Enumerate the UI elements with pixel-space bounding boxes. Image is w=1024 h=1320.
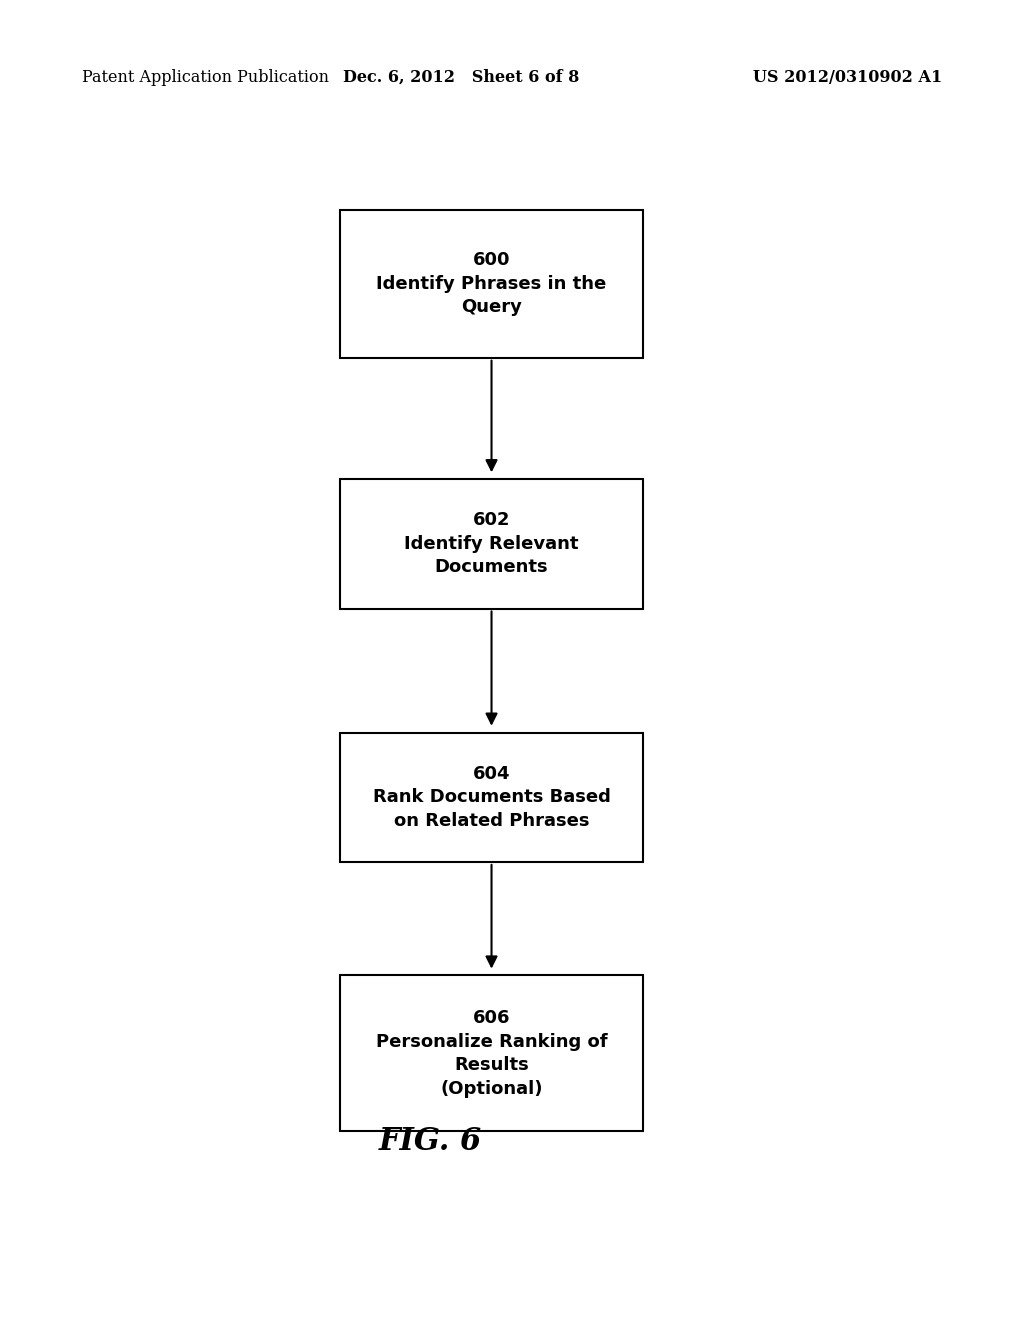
Text: Patent Application Publication: Patent Application Publication: [82, 69, 329, 86]
Text: 600
Identify Phrases in the
Query: 600 Identify Phrases in the Query: [377, 251, 606, 317]
Text: 606
Personalize Ranking of
Results
(Optional): 606 Personalize Ranking of Results (Opti…: [376, 1008, 607, 1098]
FancyBboxPatch shape: [340, 733, 643, 862]
FancyBboxPatch shape: [340, 975, 643, 1131]
FancyBboxPatch shape: [340, 210, 643, 358]
Text: 604
Rank Documents Based
on Related Phrases: 604 Rank Documents Based on Related Phra…: [373, 764, 610, 830]
Text: Dec. 6, 2012   Sheet 6 of 8: Dec. 6, 2012 Sheet 6 of 8: [343, 69, 579, 86]
Text: FIG. 6: FIG. 6: [379, 1126, 481, 1158]
Text: 602
Identify Relevant
Documents: 602 Identify Relevant Documents: [404, 511, 579, 577]
FancyBboxPatch shape: [340, 479, 643, 609]
Text: US 2012/0310902 A1: US 2012/0310902 A1: [753, 69, 942, 86]
